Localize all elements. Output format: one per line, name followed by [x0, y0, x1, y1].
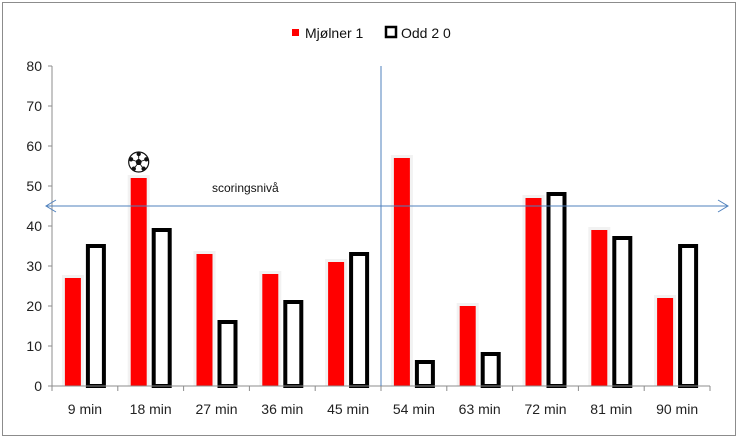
y-tick-label: 0 — [34, 378, 42, 394]
x-axis: 9 min 18 min 27 min 36 min 45 min 54 min 63 mi… — [51, 385, 711, 417]
x-tick-label: 72 min — [524, 401, 566, 417]
y-axis: 0 10 20 30 40 50 60 70 80 — [26, 58, 53, 394]
bar-series-1 — [64, 278, 81, 386]
bar-series-2 — [546, 192, 567, 388]
y-tick-label: 40 — [26, 218, 42, 234]
scoring-level-label: scoringsnivå — [212, 181, 279, 195]
bar-series-2 — [217, 320, 238, 388]
bar-series-2 — [85, 244, 106, 388]
x-tick-label: 36 min — [261, 401, 303, 417]
legend-swatch-series-2 — [384, 25, 398, 39]
soccer-ball-icon — [128, 151, 150, 173]
legend-label-series-1: Mjølner 1 — [305, 25, 364, 41]
bar-series-2 — [612, 236, 633, 388]
arrow-left-icon — [45, 199, 57, 213]
legend-label-series-2: Odd 2 0 — [401, 25, 451, 41]
x-tick-label: 27 min — [195, 401, 237, 417]
x-tick-label: 9 min — [68, 401, 102, 417]
bars — [61, 155, 699, 388]
bar-series-2 — [151, 228, 172, 388]
bar-series-1 — [196, 254, 213, 386]
bar-series-1 — [262, 274, 279, 386]
x-tick-label: 18 min — [130, 401, 172, 417]
bar-series-1 — [657, 298, 674, 386]
x-tick-label: 90 min — [656, 401, 698, 417]
bar-series-1 — [393, 158, 410, 386]
y-tick-label: 70 — [26, 98, 42, 114]
x-tick-label: 45 min — [327, 401, 369, 417]
x-tick-label: 81 min — [590, 401, 632, 417]
y-tick-label: 20 — [26, 298, 42, 314]
bar-series-2 — [283, 300, 304, 388]
x-tick-label: 54 min — [393, 401, 435, 417]
bar-series-2 — [414, 360, 435, 388]
x-tick-label: 63 min — [459, 401, 501, 417]
bar-series-2 — [678, 244, 699, 388]
bar-series-1 — [525, 198, 542, 386]
y-tick-label: 30 — [26, 258, 42, 274]
bar-series-1 — [130, 178, 147, 386]
y-tick-label: 80 — [26, 58, 42, 74]
bar-series-1 — [591, 230, 608, 386]
annotations: scoringsnivå — [45, 66, 729, 386]
y-tick-label: 10 — [26, 338, 42, 354]
bar-series-2 — [349, 252, 370, 388]
bar-series-1 — [328, 262, 345, 386]
bar-series-2 — [480, 352, 501, 388]
arrow-right-icon — [717, 199, 729, 213]
bar-series-1 — [459, 306, 476, 386]
y-tick-label: 60 — [26, 138, 42, 154]
legend-swatch-series-1 — [292, 29, 299, 36]
legend: Mjølner 1 Odd 2 0 — [292, 25, 451, 41]
y-tick-label: 50 — [26, 178, 42, 194]
